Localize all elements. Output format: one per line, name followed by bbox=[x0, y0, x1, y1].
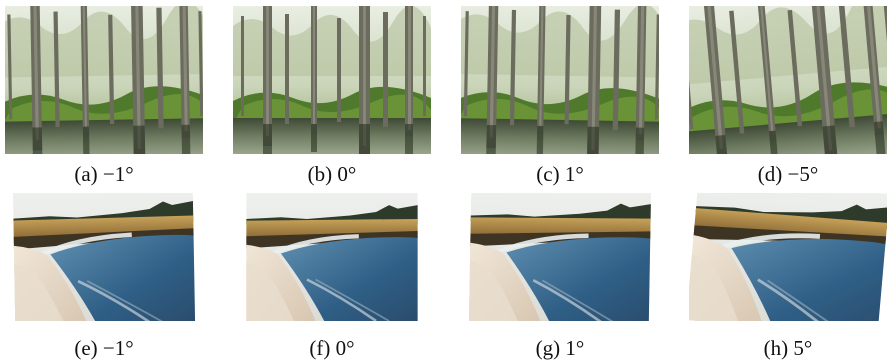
marsh-photo bbox=[233, 193, 431, 321]
caption-g: (g) 1° bbox=[535, 336, 585, 360]
caption-b: (b) 0° bbox=[307, 162, 357, 186]
panel-d: (d) −5° bbox=[689, 6, 887, 185]
panel-f: (f) 0° bbox=[233, 193, 431, 359]
caption-a: (a) −1° bbox=[74, 162, 134, 186]
panel-b: (b) 0° bbox=[233, 6, 431, 185]
caption-c: (c) 1° bbox=[536, 162, 584, 186]
swamp-photo bbox=[233, 6, 431, 154]
marsh-photo bbox=[461, 193, 659, 321]
marsh-photo bbox=[5, 193, 203, 321]
marsh-photo bbox=[689, 193, 887, 321]
caption-h: (h) 5° bbox=[763, 336, 813, 360]
panel-h: (h) 5° bbox=[689, 193, 887, 359]
caption-e: (e) −1° bbox=[74, 336, 134, 360]
panel-c: (c) 1° bbox=[461, 6, 659, 185]
swamp-photo bbox=[5, 6, 203, 154]
panel-g: (g) 1° bbox=[461, 193, 659, 359]
caption-f: (f) 0° bbox=[309, 336, 355, 360]
swamp-photo bbox=[461, 6, 659, 154]
panel-a: (a) −1° bbox=[5, 6, 203, 185]
panel-e: (e) −1° bbox=[5, 193, 203, 359]
caption-d: (d) −5° bbox=[757, 162, 819, 186]
swamp-photo bbox=[689, 6, 887, 154]
